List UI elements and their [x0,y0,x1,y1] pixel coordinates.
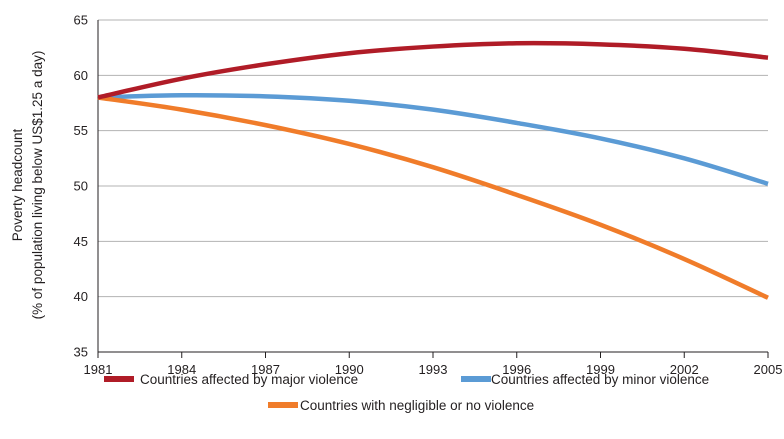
x-tick-label: 1996 [502,362,531,377]
series-lines [97,40,769,300]
y-tick-label: 60 [74,68,88,83]
series-line-negligible-violence [97,95,769,300]
y-tick-label: 45 [74,234,88,249]
legend-item: Countries affected by major violence [104,372,358,387]
legend-label: Countries with negligible or no violence [300,398,534,413]
x-tick-label: 2002 [670,362,699,377]
series-line-minor-violence [97,92,769,186]
legend-label: Countries affected by major violence [140,372,358,387]
x-tick-label: 1984 [167,362,196,377]
tick-labels: 35 40 45 50 55 60 65 1981 1984 1987 1990 1993 1996 19… [74,13,783,378]
legend: Countries affected by major violence Coun… [104,372,709,413]
legend-swatch [461,376,491,382]
legend-label: Countries affected by minor violence [491,372,709,387]
legend-swatch [104,376,134,382]
y-tick-label: 55 [74,123,88,138]
y-tick-label: 40 [74,289,88,304]
series-line-major-violence [97,40,769,100]
x-tick-label: 2005 [754,362,783,377]
x-tick-label: 1981 [84,362,113,377]
y-axis-title-line2: (% of population living below US$1.25 a … [30,51,45,320]
gridlines [98,19,768,353]
y-tick-label: 65 [74,13,88,28]
x-tick-label: 1990 [335,362,364,377]
y-axis-title-line1: Poverty headcount [10,128,25,241]
legend-item: Countries with negligible or no violence [268,398,534,413]
legend-item: Countries affected by minor violence [461,372,709,387]
legend-swatch [268,402,298,408]
x-tick-label: 1987 [251,362,280,377]
y-axis-title: Poverty headcount (% of population livin… [10,51,45,320]
x-tick-label: 1993 [419,362,448,377]
axes [97,20,769,358]
y-tick-label: 35 [74,345,88,360]
y-tick-label: 50 [74,179,88,194]
x-tick-label: 1999 [586,362,615,377]
